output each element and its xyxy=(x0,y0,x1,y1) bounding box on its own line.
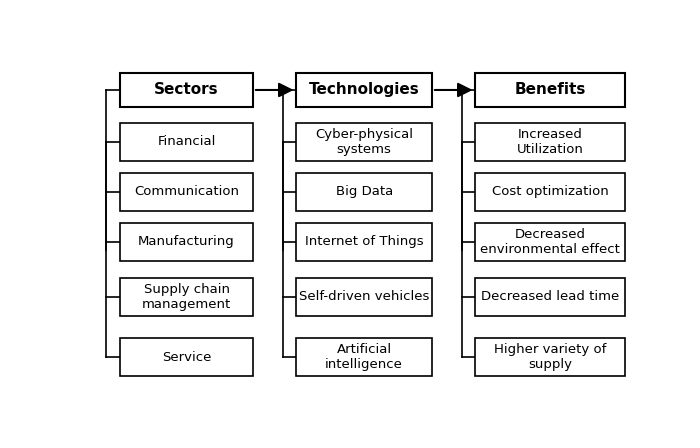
Text: Big Data: Big Data xyxy=(335,185,393,198)
Bar xyxy=(475,123,624,161)
Bar xyxy=(475,73,624,107)
Bar xyxy=(120,173,253,211)
Bar xyxy=(475,173,624,211)
Text: Sectors: Sectors xyxy=(154,82,219,98)
Bar xyxy=(120,338,253,376)
Text: Cyber-physical
systems: Cyber-physical systems xyxy=(315,128,413,156)
Bar xyxy=(296,73,432,107)
Bar xyxy=(120,223,253,261)
Bar xyxy=(120,278,253,316)
Text: Financial: Financial xyxy=(158,135,216,148)
Text: Cost optimization: Cost optimization xyxy=(491,185,608,198)
Bar xyxy=(475,278,624,316)
Bar xyxy=(296,173,432,211)
Text: Increased
Utilization: Increased Utilization xyxy=(517,128,583,156)
Bar xyxy=(475,338,624,376)
Text: Internet of Things: Internet of Things xyxy=(305,235,424,248)
Text: Higher variety of
supply: Higher variety of supply xyxy=(494,343,606,371)
Bar xyxy=(120,73,253,107)
Bar xyxy=(296,123,432,161)
Bar xyxy=(296,278,432,316)
Text: Service: Service xyxy=(162,351,211,364)
Bar xyxy=(475,223,624,261)
Text: Self-driven vehicles: Self-driven vehicles xyxy=(299,290,429,303)
Text: Decreased lead time: Decreased lead time xyxy=(481,290,619,303)
Text: Artificial
intelligence: Artificial intelligence xyxy=(326,343,403,371)
Text: Decreased
environmental effect: Decreased environmental effect xyxy=(480,228,620,256)
Text: Technologies: Technologies xyxy=(309,82,419,98)
Bar xyxy=(296,338,432,376)
Text: Supply chain
management: Supply chain management xyxy=(142,283,231,311)
Text: Benefits: Benefits xyxy=(514,82,586,98)
Text: Manufacturing: Manufacturing xyxy=(138,235,235,248)
Bar xyxy=(120,123,253,161)
Bar xyxy=(296,223,432,261)
Text: Communication: Communication xyxy=(134,185,239,198)
